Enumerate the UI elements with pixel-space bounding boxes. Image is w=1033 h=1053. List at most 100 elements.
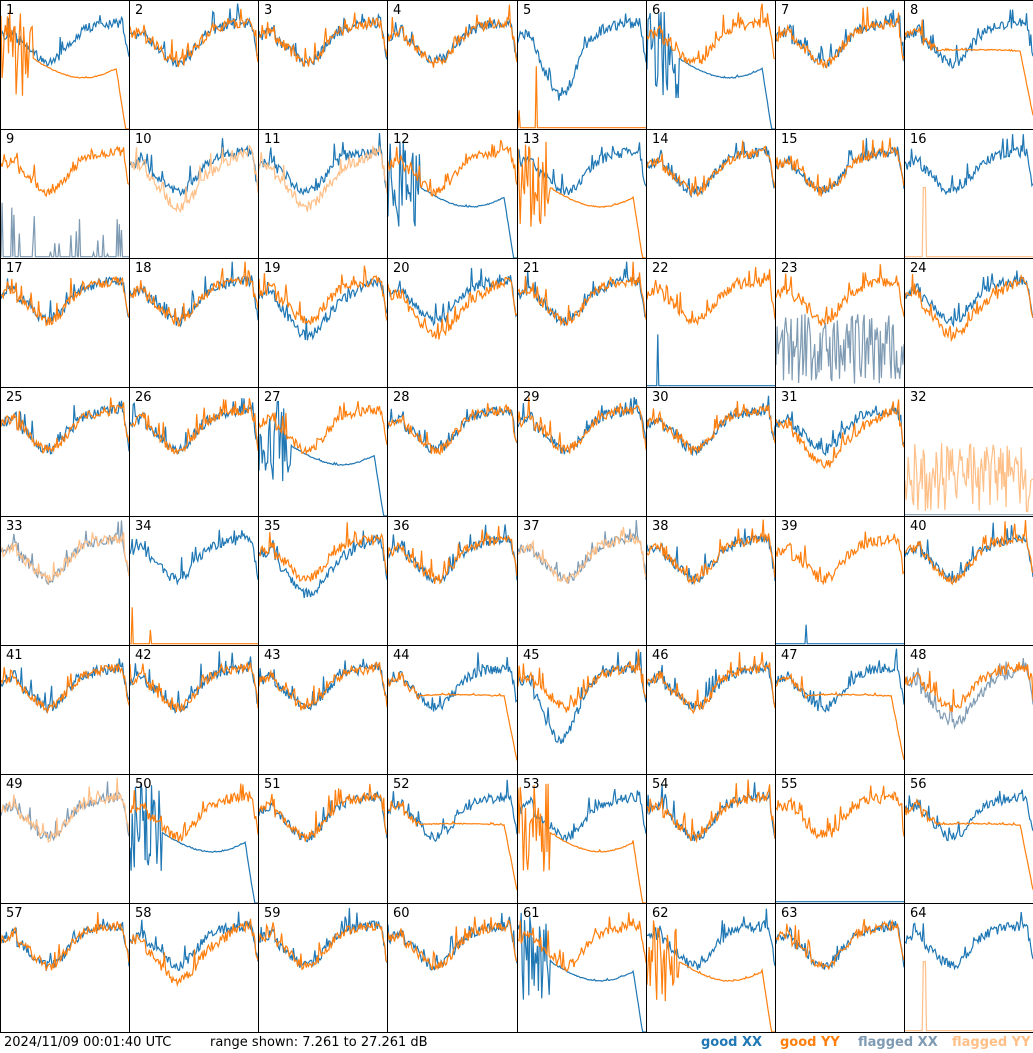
antenna-panel-30: 30	[646, 387, 776, 517]
panel-plot	[518, 261, 646, 327]
antenna-panel-62: 62	[646, 903, 776, 1033]
series-yy-54	[647, 779, 775, 844]
antenna-panel-40: 40	[904, 516, 1033, 646]
panel-number: 62	[652, 906, 669, 921]
series-xx-34	[130, 529, 258, 586]
antenna-panel-59: 59	[258, 903, 388, 1033]
panel-plot	[905, 912, 1033, 1032]
panel-number: 37	[523, 519, 540, 534]
antenna-panel-7: 7	[775, 0, 905, 130]
panel-plot	[388, 652, 517, 761]
panel-number: 35	[264, 519, 281, 534]
series-xx-40	[905, 522, 1033, 583]
series-xx-43	[259, 658, 387, 711]
series-yy-46	[647, 652, 775, 715]
panel-plot	[647, 267, 775, 387]
panel-number: 15	[781, 132, 798, 147]
antenna-panel-37: 37	[517, 516, 647, 646]
antenna-panel-56: 56	[904, 774, 1033, 904]
panel-plot	[259, 522, 387, 598]
antenna-panel-51: 51	[258, 774, 388, 904]
series-yy-18	[130, 261, 258, 327]
panel-plot	[776, 531, 904, 645]
series-yy-13	[518, 141, 646, 258]
antenna-panel-2: 2	[129, 0, 259, 130]
series-xx-14	[647, 141, 775, 199]
panel-plot	[259, 907, 387, 971]
panel-plot	[130, 529, 258, 645]
panel-plot	[905, 519, 1033, 586]
panel-plot	[259, 783, 387, 843]
series-yy-26	[130, 398, 258, 455]
series-yy-7	[776, 6, 904, 70]
panel-number: 63	[781, 906, 798, 921]
panel-number: 57	[6, 906, 23, 921]
panel-number: 32	[910, 390, 927, 405]
panel-plot	[130, 651, 258, 714]
panel-plot	[518, 397, 646, 455]
series-yy-43	[259, 661, 387, 711]
panel-number: 27	[264, 390, 281, 405]
series-yy-32	[905, 442, 1033, 513]
series-yy-34	[130, 607, 258, 645]
panel-plot	[518, 649, 646, 745]
panel-number: 54	[652, 777, 669, 792]
series-xx-41	[1, 658, 129, 714]
antenna-panel-27: 27	[258, 387, 388, 517]
series-yy-23	[776, 264, 904, 326]
panel-number: 55	[781, 777, 798, 792]
antenna-panel-64: 64	[904, 903, 1033, 1033]
series-yy-50	[130, 783, 258, 842]
panel-plot	[776, 264, 904, 384]
series-yy-38	[647, 519, 775, 586]
series-xx-60	[388, 912, 517, 971]
panel-number: 24	[910, 261, 927, 276]
panel-plot	[130, 261, 258, 328]
panel-number: 52	[393, 777, 410, 792]
panel-number: 59	[264, 906, 281, 921]
series-yy-14	[647, 140, 775, 197]
series-yy-57	[1, 912, 129, 971]
panel-plot	[1, 520, 129, 586]
range-text: range shown: 7.261 to 27.261 dB	[210, 1035, 428, 1050]
panel-plot	[647, 652, 775, 715]
antenna-panel-25: 25	[0, 387, 130, 517]
series-xx-6	[647, 11, 775, 129]
panel-number: 4	[393, 3, 402, 18]
panel-plot	[1, 145, 129, 258]
antenna-panel-38: 38	[646, 516, 776, 646]
series-yy-2	[130, 8, 258, 68]
panel-plot	[130, 138, 258, 213]
legend-flagged-xx: flagged XX	[858, 1035, 938, 1050]
panel-number: 12	[393, 132, 410, 147]
series-yy-37	[518, 526, 646, 584]
antenna-panel-58: 58	[129, 903, 259, 1033]
series-yy-1	[1, 10, 129, 129]
series-yy-15	[776, 137, 904, 197]
panel-number: 33	[6, 519, 23, 534]
series-yy-10	[130, 144, 258, 213]
antenna-panel-24: 24	[904, 258, 1033, 388]
series-yy-8	[905, 19, 1033, 116]
series-xx-36	[388, 524, 517, 584]
panel-plot	[388, 267, 517, 340]
panel-plot	[518, 783, 646, 903]
series-yy-59	[259, 921, 387, 971]
antenna-panel-63: 63	[775, 903, 905, 1033]
antenna-panel-4: 4	[387, 0, 518, 130]
panel-plot	[776, 648, 904, 760]
series-xx-44	[388, 652, 517, 712]
series-xx-57	[1, 918, 129, 971]
series-yy-19	[259, 265, 387, 325]
panel-number: 40	[910, 519, 927, 534]
panel-plot	[130, 397, 258, 455]
panel-plot	[776, 785, 904, 903]
series-xx-61	[518, 912, 646, 1032]
panel-plot	[1, 397, 129, 455]
panel-number: 49	[6, 777, 23, 792]
series-xx-10	[130, 138, 258, 197]
panel-number: 9	[6, 132, 15, 147]
series-yy-17	[1, 276, 129, 327]
series-yy-16	[905, 187, 1033, 258]
